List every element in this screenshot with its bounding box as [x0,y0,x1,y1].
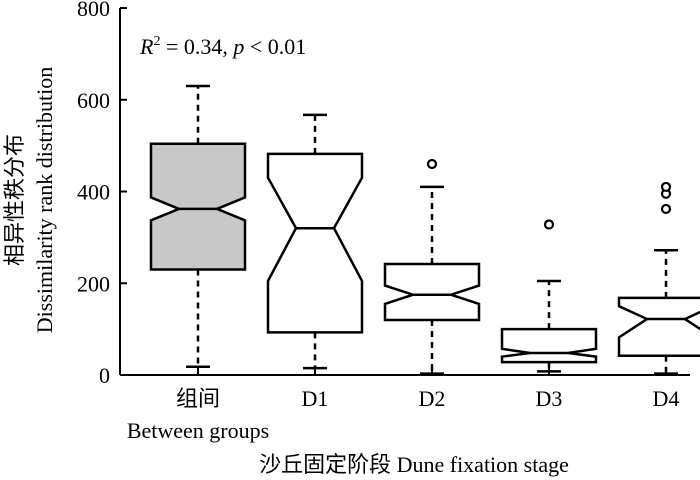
outlier-point [660,203,672,215]
x-axis-label: 沙丘固定阶段 Dune fixation stage [259,452,569,477]
outlier-point [660,181,672,193]
outlier-point [543,219,555,230]
box-body [149,142,247,271]
axes: 0 200 400 600 800 [77,0,690,388]
x-tick-label: D2 [419,386,446,411]
x-tick-label: D4 [653,386,680,411]
box-2: D1 [266,113,364,411]
x-tick-label: 组间 [176,386,220,411]
y-tick-label: 600 [77,88,110,113]
y-tick-label: 800 [77,0,110,21]
y-tick-label: 0 [99,363,110,388]
boxes: 组间 Between groups D1 D2 D3 D4 [127,84,700,443]
box-body [383,262,481,322]
outlier-point [426,158,438,170]
y-tick-label: 200 [77,271,110,296]
stats-annotation: R2 = 0.34, p < 0.01 [139,34,306,59]
box-body [500,327,598,364]
y-tick-label: 400 [77,180,110,205]
y-axis-label-en: Dissimilarity rank distribution [32,67,57,333]
box-body [266,152,364,334]
x-tick-label: D3 [536,386,563,411]
x-tick-label: D1 [302,386,329,411]
box-4: D3 [500,219,598,411]
box-body [617,296,700,357]
x-tick-sublabel: Between groups [127,418,269,443]
y-axis-label-cn: 相异性秩分布 [2,134,27,266]
box-5: D4 [617,181,700,411]
box-1: 组间 Between groups [127,84,269,443]
box-3: D2 [383,158,481,411]
